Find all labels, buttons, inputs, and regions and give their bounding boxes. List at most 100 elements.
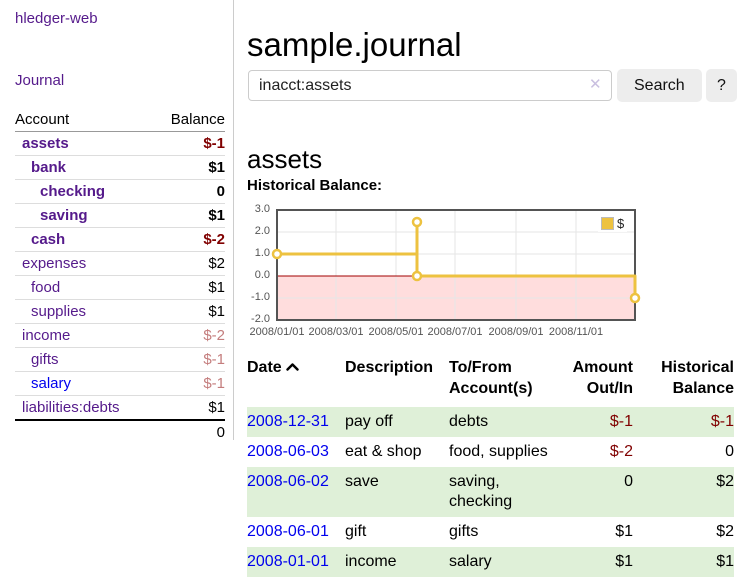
brand-link[interactable]: hledger-web bbox=[15, 10, 98, 27]
historical-balance-chart bbox=[271, 209, 641, 321]
transaction-balance: $1 bbox=[716, 553, 734, 570]
x-axis-tick: 2008/11/01 bbox=[548, 326, 604, 338]
sidebar: hledger-web Journal Account Balance asse… bbox=[0, 0, 234, 441]
transaction-amount: $1 bbox=[615, 553, 633, 570]
y-axis-tick: 3.0 bbox=[254, 203, 270, 215]
sidebar-account-gifts[interactable]: gifts bbox=[31, 351, 59, 368]
transaction-description: gift bbox=[345, 523, 367, 540]
sidebar-account-liabilities-debts[interactable]: liabilities:debts bbox=[22, 399, 120, 416]
transaction-accounts: salary bbox=[449, 553, 492, 570]
search-input[interactable] bbox=[248, 70, 612, 101]
sidebar-account-assets[interactable]: assets bbox=[22, 135, 69, 152]
balance-series-line bbox=[277, 220, 637, 298]
accounts-header: Account Balance bbox=[15, 108, 225, 132]
search-button[interactable]: Search bbox=[617, 69, 702, 102]
account-balance: 0 bbox=[216, 183, 225, 200]
account-balance: $-1 bbox=[203, 135, 225, 152]
chart-title: Historical Balance: bbox=[247, 177, 383, 194]
accounts-total-row: 0 bbox=[15, 419, 225, 444]
account-balance: $-2 bbox=[203, 231, 225, 248]
account-row: food $1 bbox=[15, 275, 225, 299]
col-header-date[interactable]: Date bbox=[247, 357, 345, 407]
register-header-row: Date Description To/From Account(s) Amou… bbox=[247, 357, 734, 407]
account-balance: $2 bbox=[208, 255, 225, 272]
data-point-marker bbox=[411, 270, 423, 282]
x-axis-tick: 2008/07/01 bbox=[427, 326, 483, 338]
register-table: Date Description To/From Account(s) Amou… bbox=[247, 357, 734, 577]
transaction-balance: $2 bbox=[716, 473, 734, 490]
account-balance: $-2 bbox=[203, 327, 225, 344]
col-header-amount: Amount Out/In bbox=[572, 359, 633, 397]
sidebar-account-bank[interactable]: bank bbox=[31, 159, 67, 176]
plot-border bbox=[276, 209, 636, 321]
help-button[interactable]: ? bbox=[706, 69, 737, 102]
chart-legend: $ bbox=[598, 215, 628, 232]
transaction-accounts: saving, checking bbox=[449, 473, 513, 510]
transaction-date-link[interactable]: 2008-06-02 bbox=[247, 473, 329, 490]
transaction-description: income bbox=[345, 553, 397, 570]
clear-search-icon[interactable]: ✕ bbox=[589, 76, 602, 93]
account-row: saving $1 bbox=[15, 203, 225, 227]
y-axis-tick: -1.0 bbox=[251, 291, 270, 303]
account-row: bank $1 bbox=[15, 155, 225, 179]
transaction-amount: 0 bbox=[624, 473, 633, 490]
sidebar-item-journal[interactable]: Journal bbox=[15, 72, 65, 89]
y-axis-tick: 2.0 bbox=[254, 225, 270, 237]
transaction-accounts: food, supplies bbox=[449, 443, 548, 460]
legend-label: $ bbox=[617, 216, 625, 231]
col-header-balance: Historical Balance bbox=[661, 359, 734, 397]
data-point-marker bbox=[629, 292, 641, 304]
account-row: cash $-2 bbox=[15, 227, 225, 251]
account-balance: $-1 bbox=[203, 375, 225, 392]
y-axis-tick: 1.0 bbox=[254, 247, 270, 259]
account-balance: $1 bbox=[208, 399, 225, 416]
account-heading: assets bbox=[247, 143, 323, 174]
sidebar-account-salary[interactable]: salary bbox=[31, 375, 72, 392]
transaction-accounts: gifts bbox=[449, 523, 479, 540]
transaction-date-link[interactable]: 2008-06-03 bbox=[247, 443, 329, 460]
account-balance: $1 bbox=[208, 207, 225, 224]
transaction-description: eat & shop bbox=[345, 443, 422, 460]
x-axis-tick: 2008/05/01 bbox=[368, 326, 424, 338]
register-row: 2008-06-01 gift gifts $1 $2 bbox=[247, 517, 734, 547]
y-axis-tick: 0.0 bbox=[254, 269, 270, 281]
transaction-date-link[interactable]: 2008-12-31 bbox=[247, 413, 329, 430]
register-row: 2008-06-03 eat & shop food, supplies $-2… bbox=[247, 437, 734, 467]
transaction-date-link[interactable]: 2008-06-01 bbox=[247, 523, 329, 540]
sidebar-account-cash[interactable]: cash bbox=[31, 231, 66, 248]
register-row: 2008-12-31 pay off debts $-1 $-1 bbox=[247, 407, 734, 437]
transaction-description: pay off bbox=[345, 413, 393, 430]
col-header-description: Description bbox=[345, 359, 434, 376]
account-balance: $-1 bbox=[203, 351, 225, 368]
sidebar-account-expenses[interactable]: expenses bbox=[22, 255, 87, 272]
account-row: liabilities:debts $1 bbox=[15, 395, 225, 419]
register-row: 2008-06-02 save saving, checking 0 $2 bbox=[247, 467, 734, 517]
legend-swatch-icon bbox=[601, 217, 614, 230]
accounts-header-account: Account bbox=[15, 111, 70, 128]
register-row: 2008-01-01 income salary $1 $1 bbox=[247, 547, 734, 577]
account-row: supplies $1 bbox=[15, 299, 225, 323]
transaction-description: save bbox=[345, 473, 379, 490]
sidebar-account-food[interactable]: food bbox=[31, 279, 61, 296]
x-axis-tick: 2008/09/01 bbox=[488, 326, 544, 338]
data-point-marker bbox=[411, 216, 423, 228]
transaction-accounts: debts bbox=[449, 413, 489, 430]
transaction-date-link[interactable]: 2008-01-01 bbox=[247, 553, 329, 570]
sidebar-account-income[interactable]: income bbox=[22, 327, 71, 344]
account-row: assets $-1 bbox=[15, 132, 225, 155]
account-row: salary $-1 bbox=[15, 371, 225, 395]
sidebar-account-supplies[interactable]: supplies bbox=[31, 303, 87, 320]
page-title: sample.journal bbox=[247, 26, 462, 64]
transaction-amount: $-2 bbox=[609, 443, 633, 460]
account-row: checking 0 bbox=[15, 179, 225, 203]
sidebar-account-checking[interactable]: checking bbox=[40, 183, 106, 200]
y-axis-tick: -2.0 bbox=[251, 313, 270, 325]
account-balance: $1 bbox=[208, 279, 225, 296]
account-row: gifts $-1 bbox=[15, 347, 225, 371]
transaction-balance: 0 bbox=[725, 443, 734, 460]
x-axis-tick: 2008/01/01 bbox=[249, 326, 305, 338]
x-axis-tick: 2008/03/01 bbox=[308, 326, 364, 338]
account-balance: $1 bbox=[208, 159, 225, 176]
sidebar-account-saving[interactable]: saving bbox=[40, 207, 88, 224]
